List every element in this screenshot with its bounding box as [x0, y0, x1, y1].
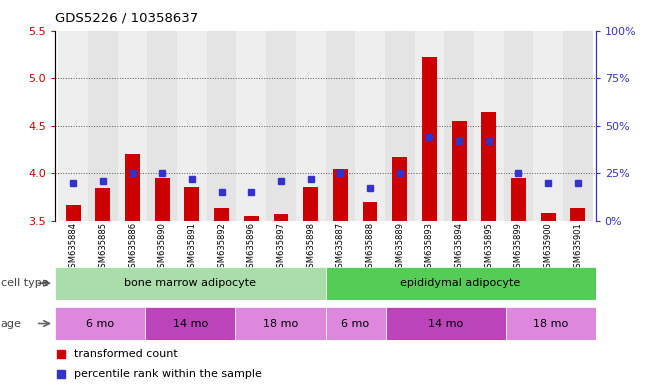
Bar	[504, 31, 533, 221]
Bar	[326, 267, 596, 300]
Bar	[326, 31, 355, 221]
Bar	[511, 178, 526, 221]
Bar	[506, 307, 596, 340]
Bar	[96, 187, 110, 221]
Bar	[59, 31, 88, 221]
Bar	[474, 31, 504, 221]
Bar	[55, 267, 325, 300]
Text: 6 mo: 6 mo	[342, 318, 370, 329]
Bar	[415, 31, 444, 221]
Bar	[88, 31, 118, 221]
Text: 6 mo: 6 mo	[87, 318, 115, 329]
Bar	[125, 154, 140, 221]
Bar	[244, 216, 258, 221]
Text: cell type: cell type	[1, 278, 48, 288]
Bar	[385, 307, 506, 340]
Text: 14 mo: 14 mo	[428, 318, 464, 329]
Bar	[385, 31, 415, 221]
Bar	[273, 214, 288, 221]
Bar	[147, 31, 177, 221]
Text: age: age	[1, 318, 21, 329]
Bar	[541, 213, 555, 221]
Bar	[393, 157, 407, 221]
Bar	[145, 307, 236, 340]
Text: 18 mo: 18 mo	[533, 318, 568, 329]
Text: 18 mo: 18 mo	[263, 318, 298, 329]
Bar	[563, 31, 592, 221]
Bar	[296, 31, 326, 221]
Bar	[55, 307, 145, 340]
Bar	[155, 178, 170, 221]
Bar	[207, 31, 236, 221]
Bar	[363, 202, 378, 221]
Bar	[236, 307, 326, 340]
Bar	[333, 169, 348, 221]
Bar	[533, 31, 563, 221]
Bar	[118, 31, 147, 221]
Bar	[570, 209, 585, 221]
Bar	[444, 31, 474, 221]
Bar	[481, 111, 496, 221]
Bar	[214, 209, 229, 221]
Bar	[266, 31, 296, 221]
Text: epididymal adipocyte: epididymal adipocyte	[400, 278, 521, 288]
Bar	[422, 57, 437, 221]
Bar	[326, 307, 385, 340]
Text: GDS5226 / 10358637: GDS5226 / 10358637	[55, 12, 199, 25]
Text: bone marrow adipocyte: bone marrow adipocyte	[124, 278, 256, 288]
Text: 14 mo: 14 mo	[173, 318, 208, 329]
Bar	[184, 187, 199, 221]
Text: percentile rank within the sample: percentile rank within the sample	[74, 369, 262, 379]
Bar	[66, 205, 81, 221]
Bar	[452, 121, 467, 221]
Bar	[177, 31, 207, 221]
Bar	[355, 31, 385, 221]
Bar	[303, 187, 318, 221]
Bar	[236, 31, 266, 221]
Text: transformed count: transformed count	[74, 349, 178, 359]
